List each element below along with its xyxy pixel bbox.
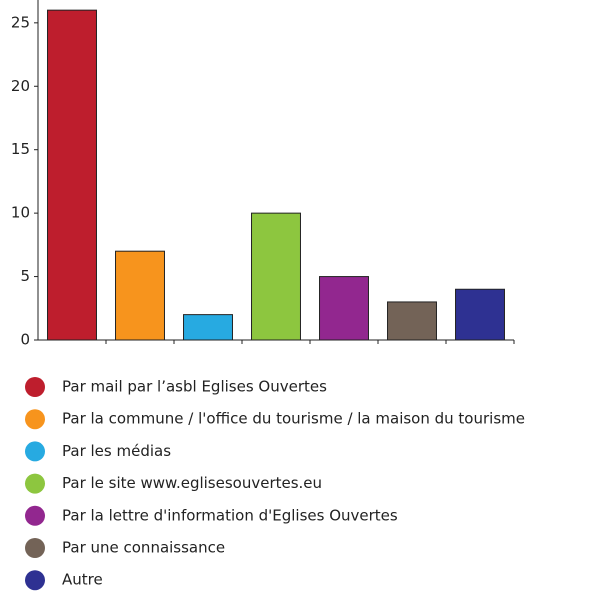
bar — [47, 9, 97, 341]
bar — [251, 212, 301, 341]
y-tick-label: 10 — [11, 204, 30, 222]
legend-swatch — [25, 505, 45, 526]
legend-swatch — [25, 377, 45, 397]
bar — [387, 301, 437, 341]
legend-swatch — [25, 473, 45, 494]
bar — [455, 288, 505, 341]
y-tick-label: 20 — [11, 77, 30, 95]
bar — [183, 314, 233, 341]
legend-swatch — [25, 570, 45, 591]
legend-label: Autre — [62, 571, 103, 589]
legend-label: Par la commune / l'office du tourisme / … — [62, 410, 525, 428]
y-tick-label: 0 — [20, 331, 30, 349]
y-tick-label: 5 — [20, 267, 30, 285]
y-tick-label: 25 — [11, 13, 30, 31]
legend-swatch — [25, 409, 45, 430]
legend-swatch — [25, 441, 45, 462]
legend-label: Par la lettre d'information d'Eglises Ou… — [62, 506, 398, 524]
legend-swatch — [25, 538, 45, 558]
bar — [319, 276, 369, 341]
legend-label: Par une connaissance — [62, 539, 225, 557]
legend-label: Par le site www.eglisesouvertes.eu — [62, 474, 322, 492]
legend-label: Par mail par l’asbl Eglises Ouvertes — [62, 378, 327, 396]
legend-label: Par les médias — [62, 442, 171, 460]
bar — [115, 250, 165, 341]
y-tick-label: 15 — [11, 140, 30, 158]
